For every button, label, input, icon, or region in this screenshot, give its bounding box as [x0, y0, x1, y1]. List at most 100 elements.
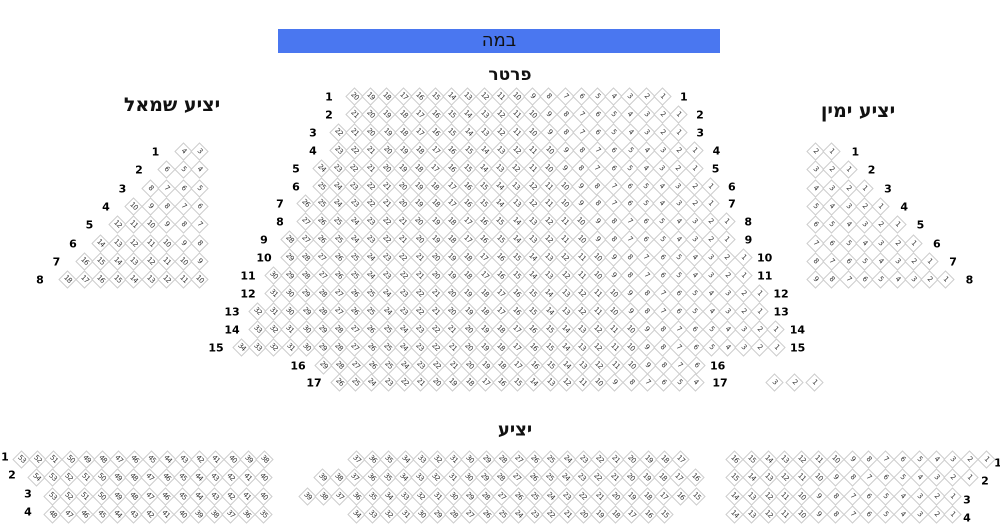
seat-balcony-row-4-1[interactable]: 1 [943, 505, 963, 524]
seat-balcony-row-2-47[interactable]: 47 [140, 468, 160, 487]
seat-balcony-row-2-26[interactable]: 26 [523, 468, 543, 487]
seat-parterre-row-10-12[interactable]: 12 [555, 248, 575, 267]
seat-balcony-row-4-13[interactable]: 13 [742, 505, 761, 524]
seat-left-balcony-row-4-6[interactable]: 6 [190, 197, 209, 216]
seat-left-balcony-row-8-10[interactable]: 10 [190, 270, 209, 289]
seat-left-balcony-row-8-12[interactable]: 12 [157, 270, 176, 289]
seat-parterre-row-10-27[interactable]: 27 [312, 248, 332, 267]
seat-left-balcony-row-6-8[interactable]: 8 [190, 233, 209, 253]
seat-balcony-row-2-3[interactable]: 3 [926, 468, 946, 487]
seat-balcony-row-1-17[interactable]: 17 [671, 450, 690, 469]
seat-left-balcony-row-5-11[interactable]: 11 [124, 215, 143, 234]
seat-balcony-row-1-6[interactable]: 6 [893, 450, 912, 469]
seat-balcony-row-2-46[interactable]: 46 [156, 468, 176, 487]
seat-balcony-row-2-42[interactable]: 42 [221, 468, 241, 487]
seat-balcony-row-1-15[interactable]: 15 [742, 450, 761, 469]
seat-right-balcony-row-6-1[interactable]: 1 [904, 233, 923, 253]
seat-balcony-row-4-10[interactable]: 10 [792, 505, 811, 524]
seat-balcony-row-2-41[interactable]: 41 [237, 468, 257, 487]
seat-balcony-row-3-8[interactable]: 8 [826, 486, 845, 506]
seat-balcony-row-2-21[interactable]: 21 [604, 468, 624, 487]
seat-balcony-row-2-6[interactable]: 6 [876, 468, 895, 487]
seat-left-balcony-row-5-12[interactable]: 12 [107, 215, 127, 234]
seat-parterre-row-8-14[interactable]: 14 [506, 212, 526, 231]
seat-right-balcony-row-5-5[interactable]: 5 [822, 215, 841, 234]
seat-left-balcony-row-8-16[interactable]: 16 [91, 270, 110, 289]
seat-balcony-row-4-5[interactable]: 5 [876, 505, 895, 524]
seat-left-balcony-row-5-10[interactable]: 10 [140, 215, 160, 234]
seat-left-balcony-row-4-10[interactable]: 10 [124, 197, 143, 216]
seat-right-balcony-row-2-1[interactable]: 1 [838, 160, 858, 179]
seat-balcony-row-4-9[interactable]: 9 [809, 505, 828, 524]
seat-parterre-row-7-23[interactable]: 23 [344, 194, 364, 214]
seat-parterre-row-10-1[interactable]: 1 [733, 248, 753, 267]
seat-parterre-row-9-6[interactable]: 6 [636, 230, 656, 249]
seat-right-balcony-row-5-1[interactable]: 1 [887, 215, 907, 234]
seat-left-balcony-row-8-18[interactable]: 18 [58, 270, 77, 289]
seat-parterre-row-10-17[interactable]: 17 [474, 248, 494, 267]
seat-balcony-row-2-9[interactable]: 9 [826, 468, 845, 487]
seat-left-balcony-row-1-3[interactable]: 3 [190, 142, 209, 161]
seat-parterre-row-7-9[interactable]: 9 [571, 194, 591, 214]
seat-left-balcony-row-7-11[interactable]: 11 [157, 252, 176, 271]
seat-parterre-row-7-1[interactable]: 1 [701, 194, 720, 214]
seat-parterre-row-7-3[interactable]: 3 [668, 194, 688, 214]
seat-right-balcony-row-7-1[interactable]: 1 [920, 252, 939, 271]
seat-balcony-row-2-7[interactable]: 7 [859, 468, 879, 487]
seat-parterre-row-11-1[interactable]: 1 [734, 266, 753, 285]
seat-parterre-row-17-24[interactable]: 24 [362, 373, 382, 393]
seat-balcony-row-2-10[interactable]: 10 [809, 468, 828, 487]
seat-parterre-row-17-8[interactable]: 8 [621, 373, 641, 393]
seat-parterre-row-17-14[interactable]: 14 [524, 373, 544, 393]
seat-parterre-row-10-22[interactable]: 22 [393, 248, 413, 267]
seat-balcony-row-1-11[interactable]: 11 [809, 450, 828, 469]
seat-left-balcony-row-7-13[interactable]: 13 [124, 252, 143, 271]
seat-balcony-row-2-14[interactable]: 14 [742, 468, 761, 487]
seat-right-balcony-row-2-2[interactable]: 2 [822, 160, 841, 179]
seat-parterre-row-8-15[interactable]: 15 [490, 212, 510, 231]
seat-parterre-row-7-19[interactable]: 19 [409, 194, 429, 214]
seat-balcony-row-2-51[interactable]: 51 [75, 468, 95, 487]
seat-balcony-row-2-31[interactable]: 31 [442, 468, 462, 487]
seat-balcony-row-2-36[interactable]: 36 [361, 468, 381, 487]
seat-parterre-row-8-9[interactable]: 9 [587, 212, 607, 231]
seat-parterre-row-10-2[interactable]: 2 [717, 248, 737, 267]
seat-parterre-row-9-16[interactable]: 16 [474, 230, 494, 249]
seat-balcony-row-2-12[interactable]: 12 [775, 468, 795, 487]
seat-parterre-row-17-13[interactable]: 13 [540, 373, 560, 393]
seat-parterre-row-17-3[interactable]: 3 [765, 373, 784, 393]
seat-left-balcony-row-2-6[interactable]: 6 [157, 160, 176, 179]
seat-parterre-row-15-1[interactable]: 1 [766, 337, 786, 357]
seat-balcony-row-4-15[interactable]: 15 [655, 505, 674, 524]
seat-balcony-row-2-4[interactable]: 4 [910, 468, 929, 487]
seat-parterre-row-9-1[interactable]: 1 [717, 230, 737, 249]
seat-parterre-row-17-18[interactable]: 18 [459, 373, 479, 393]
seat-parterre-row-7-8[interactable]: 8 [587, 194, 607, 214]
seat-balcony-row-2-22[interactable]: 22 [588, 468, 608, 487]
seat-parterre-row-8-25[interactable]: 25 [328, 212, 348, 231]
seat-parterre-row-17-19[interactable]: 19 [443, 373, 463, 393]
seat-parterre-row-3-1[interactable]: 1 [669, 123, 688, 142]
seat-balcony-row-4-3[interactable]: 3 [910, 505, 929, 524]
seat-balcony-row-2-32[interactable]: 32 [426, 468, 446, 487]
seat-parterre-row-6-1[interactable]: 1 [701, 176, 720, 196]
seat-left-balcony-row-7-9[interactable]: 9 [190, 252, 209, 271]
seat-parterre-row-8-1[interactable]: 1 [717, 212, 736, 231]
seat-balcony-row-4-14[interactable]: 14 [725, 505, 744, 524]
seat-balcony-row-4-4[interactable]: 4 [893, 505, 912, 524]
seat-balcony-row-2-27[interactable]: 27 [507, 468, 527, 487]
seat-balcony-row-2-17[interactable]: 17 [669, 468, 689, 487]
seat-balcony-row-2-13[interactable]: 13 [758, 468, 778, 487]
seat-right-balcony-row-5-2[interactable]: 2 [871, 215, 890, 234]
seat-balcony-row-1-38[interactable]: 38 [255, 450, 274, 469]
seat-right-balcony-row-4-1[interactable]: 1 [871, 197, 890, 216]
seat-left-balcony-row-4-8[interactable]: 8 [157, 197, 176, 216]
seat-parterre-row-17-2[interactable]: 2 [785, 373, 804, 393]
seat-parterre-row-8-4[interactable]: 4 [668, 212, 688, 231]
seat-parterre-row-13-1[interactable]: 1 [750, 302, 769, 321]
seat-balcony-row-3-40[interactable]: 40 [253, 486, 273, 506]
seat-right-balcony-row-1-1[interactable]: 1 [822, 142, 841, 161]
seat-parterre-row-2-1[interactable]: 1 [669, 105, 688, 124]
seat-balcony-row-2-5[interactable]: 5 [893, 468, 912, 487]
seat-parterre-row-8-5[interactable]: 5 [652, 212, 672, 231]
